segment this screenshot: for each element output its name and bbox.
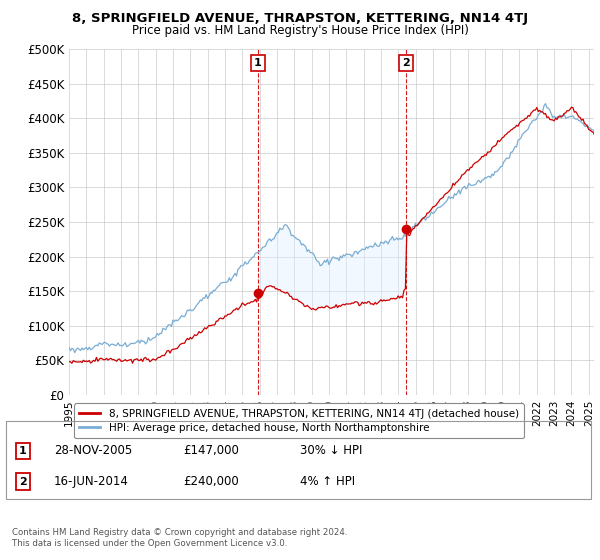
Text: 1: 1 [254, 58, 262, 68]
Text: 8, SPRINGFIELD AVENUE, THRAPSTON, KETTERING, NN14 4TJ: 8, SPRINGFIELD AVENUE, THRAPSTON, KETTER… [72, 12, 528, 25]
Text: 28-NOV-2005: 28-NOV-2005 [54, 444, 132, 458]
Text: Contains HM Land Registry data © Crown copyright and database right 2024.
This d: Contains HM Land Registry data © Crown c… [12, 528, 347, 548]
Text: Price paid vs. HM Land Registry's House Price Index (HPI): Price paid vs. HM Land Registry's House … [131, 24, 469, 37]
Text: 2: 2 [403, 58, 410, 68]
Text: 1: 1 [19, 446, 26, 456]
Legend: 8, SPRINGFIELD AVENUE, THRAPSTON, KETTERING, NN14 4TJ (detached house), HPI: Ave: 8, SPRINGFIELD AVENUE, THRAPSTON, KETTER… [74, 403, 524, 438]
Text: 16-JUN-2014: 16-JUN-2014 [54, 475, 129, 488]
Text: 4% ↑ HPI: 4% ↑ HPI [300, 475, 355, 488]
Text: 30% ↓ HPI: 30% ↓ HPI [300, 444, 362, 458]
Text: £147,000: £147,000 [183, 444, 239, 458]
Text: 2: 2 [19, 477, 26, 487]
Text: £240,000: £240,000 [183, 475, 239, 488]
